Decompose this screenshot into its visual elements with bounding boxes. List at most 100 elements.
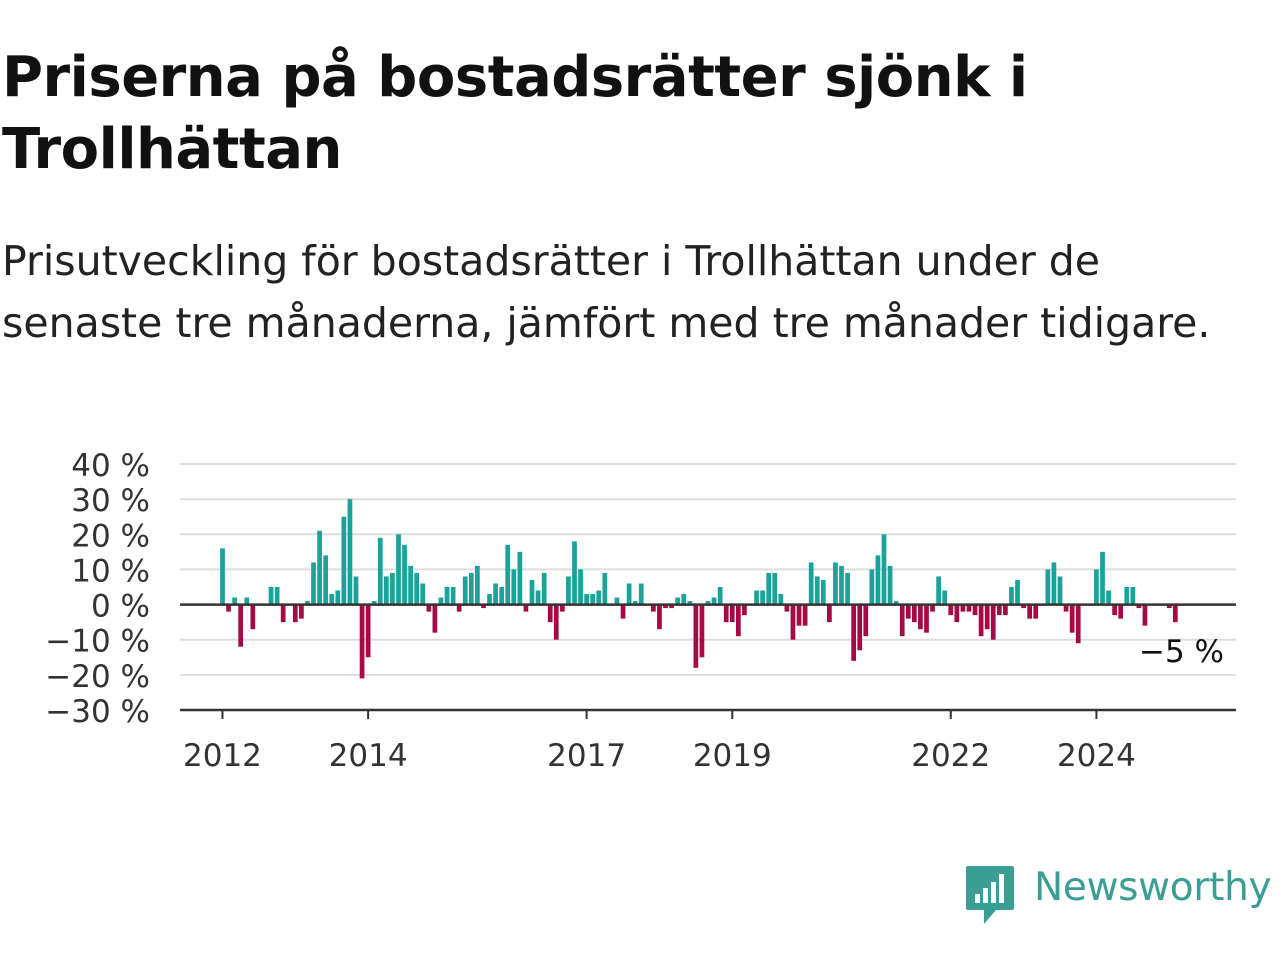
chart-title: Priserna på bostadsrätter sjönk i Trollh… xyxy=(2,45,1028,182)
bar xyxy=(857,604,863,651)
bar xyxy=(505,544,511,605)
bar xyxy=(274,587,280,605)
x-tick-label: 2017 xyxy=(547,738,626,774)
bar xyxy=(833,562,838,605)
bar xyxy=(881,534,887,605)
bar xyxy=(438,597,444,605)
bar xyxy=(827,604,832,623)
x-axis-ticks: 2012 2014 2017 2019 2022 2024 xyxy=(183,710,1136,774)
y-tick-label: 40 % xyxy=(71,448,150,484)
bar xyxy=(657,604,662,630)
y-tick-label: 0 % xyxy=(91,589,150,625)
bar xyxy=(760,590,765,605)
bar xyxy=(911,604,917,623)
newsworthy-brand: Newsworthy xyxy=(964,864,1272,926)
bar xyxy=(863,604,869,637)
bar xyxy=(705,601,711,605)
bar xyxy=(414,572,420,605)
bar xyxy=(990,604,996,640)
bar xyxy=(1166,604,1172,609)
bar xyxy=(614,597,620,605)
bar xyxy=(845,572,850,605)
bar xyxy=(268,587,274,605)
bar xyxy=(1112,604,1117,616)
bar xyxy=(578,569,583,605)
bar xyxy=(475,565,480,605)
bar xyxy=(754,590,759,605)
bar xyxy=(402,544,407,605)
bar xyxy=(772,572,778,605)
bar xyxy=(675,597,681,605)
bar xyxy=(972,604,978,616)
bar xyxy=(996,604,1002,616)
bar xyxy=(699,604,705,658)
bar xyxy=(523,604,529,612)
bar xyxy=(529,579,535,605)
bar xyxy=(626,583,632,605)
bar xyxy=(377,537,383,605)
bar xyxy=(323,555,329,605)
bar xyxy=(978,604,984,637)
bar xyxy=(317,530,322,605)
x-tick-label: 2014 xyxy=(329,738,408,774)
bar xyxy=(450,587,456,605)
bar xyxy=(802,604,808,626)
bar xyxy=(814,576,820,605)
bar xyxy=(1027,604,1033,619)
bar xyxy=(1003,604,1008,616)
bar xyxy=(353,576,359,605)
x-tick-label: 2022 xyxy=(911,738,990,774)
bar xyxy=(292,604,298,623)
bar xyxy=(559,604,565,612)
bar xyxy=(329,594,335,605)
bar xyxy=(371,601,377,605)
bar xyxy=(1045,569,1051,605)
bar xyxy=(596,590,602,605)
bar xyxy=(226,604,231,612)
brand-name: Newsworthy xyxy=(1034,865,1272,910)
newsworthy-logo-icon xyxy=(966,866,1014,924)
bar xyxy=(1009,587,1014,605)
bar xyxy=(620,604,626,619)
bar xyxy=(796,604,802,626)
bar xyxy=(681,594,687,605)
bar xyxy=(541,572,547,605)
bar xyxy=(742,604,747,616)
bars xyxy=(220,499,1178,679)
bar xyxy=(493,583,498,605)
bar xyxy=(444,587,450,605)
bar xyxy=(347,499,353,605)
bar xyxy=(408,565,413,605)
bar xyxy=(462,576,468,605)
bar xyxy=(966,604,972,612)
bar xyxy=(1015,579,1020,605)
bar xyxy=(1033,604,1039,619)
bar xyxy=(1051,562,1057,605)
bar xyxy=(1142,604,1148,626)
bar xyxy=(1118,604,1124,619)
bar xyxy=(535,590,541,605)
bar xyxy=(311,562,316,605)
bar xyxy=(663,604,668,609)
bar xyxy=(899,604,905,637)
bar xyxy=(335,590,341,605)
bar xyxy=(729,604,735,623)
y-tick-label: 30 % xyxy=(71,483,150,519)
bar xyxy=(1021,604,1026,609)
bar xyxy=(487,594,492,605)
bar xyxy=(1130,587,1136,605)
bar xyxy=(553,604,559,640)
bar xyxy=(693,604,699,668)
bar xyxy=(511,569,517,605)
bar xyxy=(638,583,644,605)
bar xyxy=(735,604,741,637)
bar xyxy=(481,604,486,609)
bar xyxy=(602,572,608,605)
y-tick-label: −30 % xyxy=(45,694,150,730)
bar xyxy=(1069,604,1075,633)
bar xyxy=(960,604,966,612)
bar xyxy=(778,594,784,605)
bar xyxy=(432,604,438,633)
bar-chart: 40 %30 %20 %10 %0 %−10 %−20 %−30 % 2012 2… xyxy=(45,448,1236,774)
y-tick-label: −10 % xyxy=(45,624,150,660)
